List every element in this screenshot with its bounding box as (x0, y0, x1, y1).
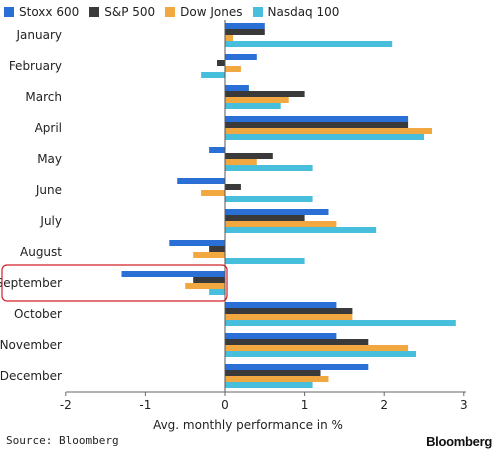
legend-item-stoxx-600: Stoxx 600 (4, 5, 79, 19)
legend-item-nasdaq-100: Nasdaq 100 (252, 5, 340, 19)
bar-november-sp-500 (225, 339, 369, 345)
x-tick-label-0: -2 (60, 398, 72, 412)
bar-august-stoxx-600 (169, 240, 225, 246)
bar-february-dow-jones (225, 66, 241, 72)
legend: Stoxx 600 S&P 500 Dow Jones Nasdaq 100 (4, 4, 349, 20)
x-tick-label-3: 1 (301, 398, 309, 412)
bar-april-stoxx-600 (225, 116, 409, 122)
x-tick-label-5: 3 (460, 398, 468, 412)
category-label-march: March (25, 90, 62, 104)
bar-november-dow-jones (225, 345, 409, 351)
bar-march-nasdaq-100 (225, 103, 281, 109)
category-label-july: July (39, 214, 62, 228)
bar-february-sp-500 (217, 60, 225, 66)
bar-june-nasdaq-100 (225, 196, 313, 202)
bar-may-stoxx-600 (209, 147, 225, 153)
bar-september-stoxx-600 (121, 271, 225, 277)
bar-january-stoxx-600 (225, 23, 265, 29)
bar-july-stoxx-600 (225, 209, 329, 215)
bar-october-stoxx-600 (225, 302, 337, 308)
legend-label-stoxx-600: Stoxx 600 (19, 5, 80, 19)
category-label-february: February (9, 59, 62, 73)
bar-september-sp-500 (193, 277, 225, 283)
bar-july-dow-jones (225, 221, 337, 227)
bar-august-sp-500 (209, 246, 225, 252)
bar-december-nasdaq-100 (225, 382, 313, 388)
bar-october-nasdaq-100 (225, 320, 456, 326)
bar-september-dow-jones (185, 283, 225, 289)
legend-swatch-nasdaq-100 (252, 7, 263, 17)
category-label-october: October (14, 307, 62, 321)
highlight-box-september (1, 264, 228, 302)
bar-november-nasdaq-100 (225, 351, 416, 357)
bar-march-dow-jones (225, 97, 289, 103)
category-label-august: August (20, 245, 62, 259)
x-tick-label-2: 0 (221, 398, 229, 412)
bar-march-stoxx-600 (225, 85, 249, 91)
bar-june-stoxx-600 (177, 178, 225, 184)
category-label-june: June (35, 183, 62, 197)
legend-item-sp-500: S&P 500 (89, 5, 155, 19)
category-label-april: April (35, 121, 62, 135)
legend-swatch-stoxx-600 (4, 7, 14, 17)
category-label-november: November (0, 338, 62, 352)
bar-may-nasdaq-100 (225, 165, 313, 171)
bar-april-nasdaq-100 (225, 134, 424, 140)
category-label-december: December (0, 369, 62, 383)
bar-december-stoxx-600 (225, 364, 369, 370)
x-tick-label-1: -1 (139, 398, 151, 412)
legend-label-sp-500: S&P 500 (104, 5, 156, 19)
bar-may-dow-jones (225, 159, 257, 165)
bar-may-sp-500 (225, 153, 273, 159)
source-note: Source: Bloomberg (6, 434, 119, 447)
bar-march-sp-500 (225, 91, 305, 97)
bar-november-stoxx-600 (225, 333, 337, 339)
category-label-january: January (16, 28, 63, 42)
category-label-september: September (0, 276, 62, 290)
bar-october-dow-jones (225, 314, 353, 320)
category-label-may: May (37, 152, 62, 166)
bar-january-dow-jones (225, 35, 233, 41)
legend-swatch-dow-jones (165, 7, 176, 17)
bar-july-sp-500 (225, 215, 305, 221)
legend-label-nasdaq-100: Nasdaq 100 (267, 5, 340, 19)
x-axis-label: Avg. monthly performance in % (153, 418, 343, 432)
bloomberg-logo: Bloomberg (426, 434, 492, 449)
legend-item-dow-jones: Dow Jones (165, 5, 243, 19)
bar-december-dow-jones (225, 376, 329, 382)
bar-august-nasdaq-100 (225, 258, 305, 264)
x-tick-label-4: 2 (380, 398, 388, 412)
bar-october-sp-500 (225, 308, 353, 314)
bar-september-nasdaq-100 (209, 289, 225, 295)
bar-december-sp-500 (225, 370, 321, 376)
bar-june-sp-500 (225, 184, 241, 190)
bar-august-dow-jones (193, 252, 225, 258)
legend-label-dow-jones: Dow Jones (180, 5, 243, 19)
bar-april-dow-jones (225, 128, 432, 134)
bar-january-sp-500 (225, 29, 265, 35)
bar-february-stoxx-600 (225, 54, 257, 60)
bar-february-nasdaq-100 (201, 72, 225, 78)
legend-swatch-sp-500 (89, 7, 100, 17)
bar-april-sp-500 (225, 122, 409, 128)
bar-july-nasdaq-100 (225, 227, 377, 233)
bar-january-nasdaq-100 (225, 41, 393, 47)
bar-june-dow-jones (201, 190, 225, 196)
